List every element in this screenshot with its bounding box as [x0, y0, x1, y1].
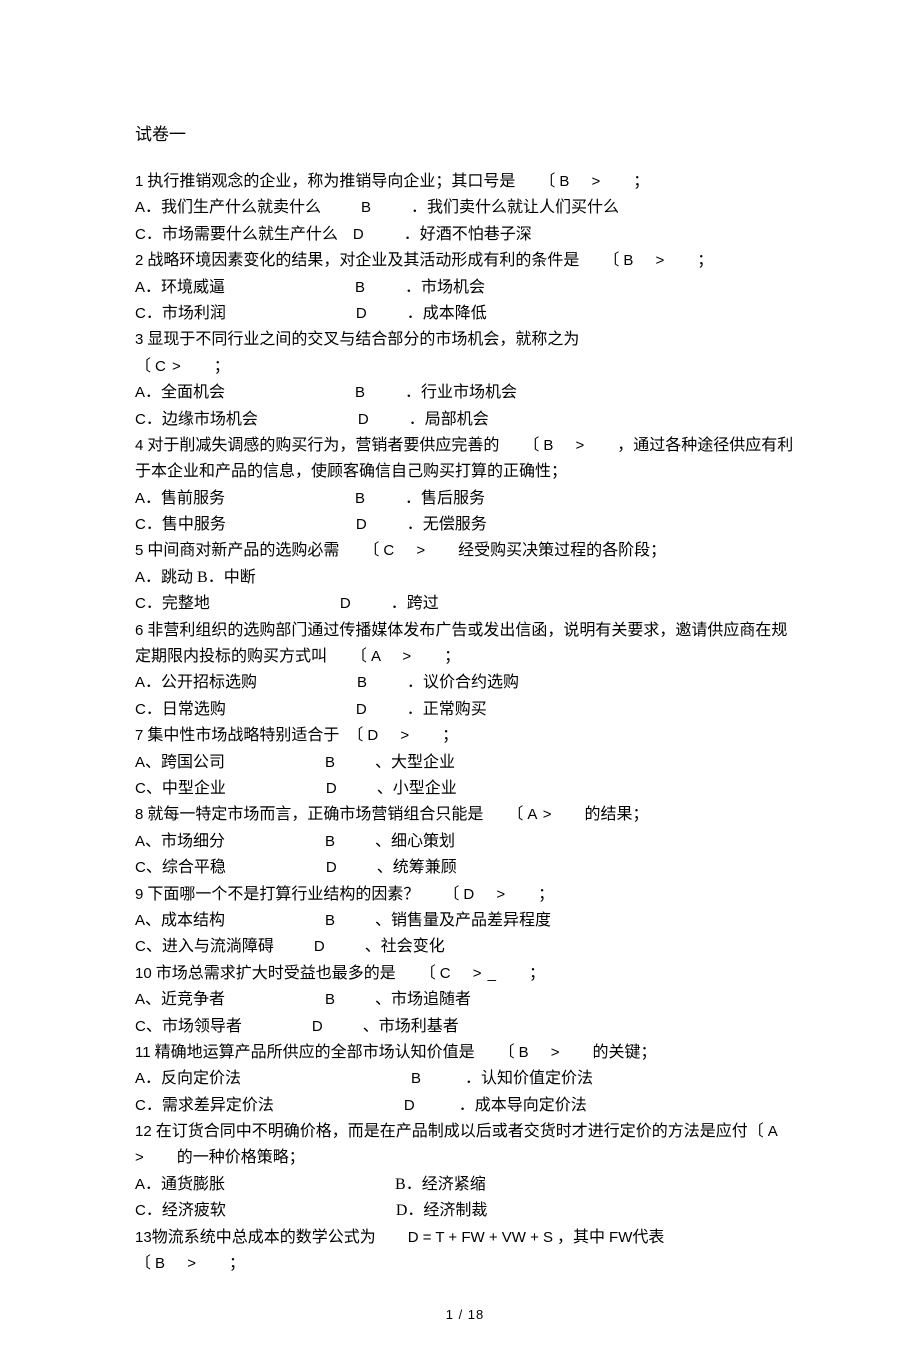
option-row: A、市场细分B、细心策划 — [135, 829, 795, 855]
option-row: A．售前服务B．售后服务 — [135, 486, 795, 512]
option-row: C．日常选购D．正常购买 — [135, 697, 795, 723]
option-row: A、跨国公司B、大型企业 — [135, 750, 795, 776]
option-row: A．跳动 B．中断 — [135, 565, 795, 591]
question-stem: 9 下面哪一个不是打算行业结构的因素？ 〔 D > ； — [135, 882, 795, 908]
option-row: A、成本结构B、销售量及产品差异程度 — [135, 908, 795, 934]
question-stem: 5 中间商对新产品的选购必需 〔 C > 经受购买决策过程的各阶段； — [135, 538, 795, 564]
document-title: 试卷一 — [135, 120, 795, 145]
option-row: C．市场需要什么就生产什么D．好酒不怕巷子深 — [135, 222, 795, 248]
option-row: A．公开招标选购B．议价合约选购 — [135, 670, 795, 696]
option-row: C、综合平稳D、统筹兼顾 — [135, 855, 795, 881]
question-list: 1 执行推销观念的企业，称为推销导向企业；其口号是 〔 B > ；A．我们生产什… — [135, 169, 795, 1277]
option-row: C、市场领导者D、市场利基者 — [135, 1014, 795, 1040]
question-stem: 2 战略环境因素变化的结果，对企业及其活动形成有利的条件是 〔 B > ； — [135, 248, 795, 274]
option-row: C、中型企业D、小型企业 — [135, 776, 795, 802]
question-stem: 6 非营利组织的选购部门通过传播媒体发布广告或发出信函，说明有关要求，邀请供应商… — [135, 618, 795, 671]
option-row: A．通货膨胀B．经济紧缩 — [135, 1172, 795, 1198]
question-stem-cont: 〔 B > ； — [135, 1251, 795, 1277]
question-stem: 13物流系统中总成本的数学公式为 D = T + FW + VW + S ，其中… — [135, 1225, 795, 1251]
option-row: C．售中服务D．无偿服务 — [135, 512, 795, 538]
option-row: C、进入与流淌障碍D、社会变化 — [135, 934, 795, 960]
question-stem: 11 精确地运算产品所供应的全部市场认知价值是 〔 B > 的关键； — [135, 1040, 795, 1066]
document-page: 试卷一 1 执行推销观念的企业，称为推销导向企业；其口号是 〔 B > ；A．我… — [0, 0, 920, 1362]
option-row: C．完整地D．跨过 — [135, 591, 795, 617]
option-row: C．边缘市场机会D．局部机会 — [135, 407, 795, 433]
option-row: C．经济疲软D．经济制裁 — [135, 1198, 795, 1224]
option-row: C．需求差异定价法D ．成本导向定价法 — [135, 1093, 795, 1119]
question-stem: 10 市场总需求扩大时受益也最多的是 〔 C > _ ； — [135, 961, 795, 987]
question-stem: 1 执行推销观念的企业，称为推销导向企业；其口号是 〔 B > ； — [135, 169, 795, 195]
option-row: A．反向定价法B ．认知价值定价法 — [135, 1066, 795, 1092]
question-stem: 8 就每一特定市场而言，正确市场营销组合只能是 〔 A > 的结果； — [135, 802, 795, 828]
question-stem: 3 显现于不同行业之间的交叉与结合部分的市场机会，就称之为 — [135, 327, 795, 353]
page-number: 1 / 18 — [135, 1307, 795, 1322]
question-stem: 12 在订货合同中不明确价格，而是在产品制成以后或者交货时才进行定价的方法是应付… — [135, 1119, 795, 1172]
option-row: A．我们生产什么就卖什么B．我们卖什么就让人们买什么 — [135, 195, 795, 221]
option-row: A、近竞争者B、市场追随者 — [135, 987, 795, 1013]
option-row: C．市场利润D．成本降低 — [135, 301, 795, 327]
option-row: A．全面机会B．行业市场机会 — [135, 380, 795, 406]
question-stem: 7 集中性市场战略特别适合于 〔 D > ； — [135, 723, 795, 749]
question-stem: 4 对于削减失调感的购买行为，营销者要供应完善的 〔 B > ，通过各种途径供应… — [135, 433, 795, 486]
option-row: A．环境威逼B．市场机会 — [135, 275, 795, 301]
question-stem-cont: 〔 C > ； — [135, 354, 795, 380]
